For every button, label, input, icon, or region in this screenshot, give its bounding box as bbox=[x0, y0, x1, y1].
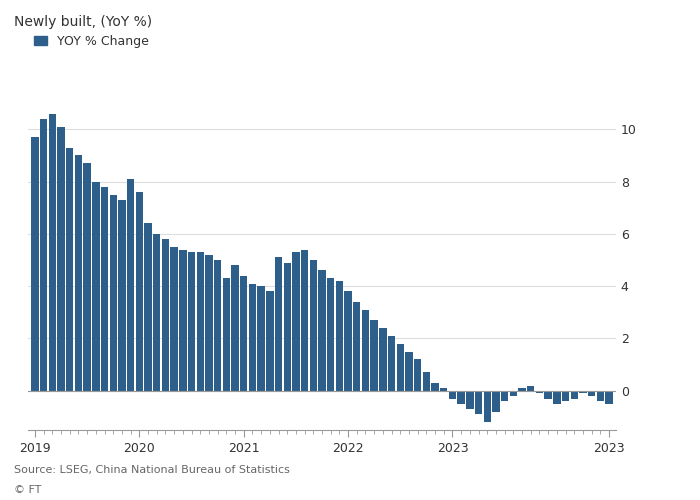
Bar bbox=[336, 281, 343, 391]
Bar bbox=[127, 179, 134, 391]
Bar bbox=[588, 391, 595, 396]
Bar bbox=[231, 265, 239, 391]
Bar bbox=[562, 391, 569, 401]
Bar bbox=[484, 391, 491, 422]
Bar bbox=[431, 383, 439, 391]
Bar bbox=[40, 119, 48, 391]
Bar bbox=[388, 336, 395, 391]
Bar bbox=[162, 239, 169, 391]
Bar bbox=[197, 252, 204, 391]
Bar bbox=[188, 252, 195, 391]
Bar bbox=[118, 200, 125, 391]
Bar bbox=[292, 252, 300, 391]
Bar bbox=[275, 258, 282, 391]
Bar bbox=[344, 292, 352, 391]
Bar bbox=[66, 148, 74, 391]
Bar bbox=[284, 262, 291, 391]
Bar bbox=[527, 386, 535, 391]
Bar bbox=[501, 391, 508, 401]
Bar bbox=[440, 388, 447, 391]
Bar bbox=[458, 391, 465, 404]
Bar bbox=[101, 187, 108, 391]
Bar bbox=[606, 391, 612, 404]
Bar bbox=[223, 278, 230, 391]
Bar bbox=[301, 250, 308, 391]
Bar bbox=[353, 302, 360, 391]
Bar bbox=[519, 388, 526, 391]
Bar bbox=[570, 391, 578, 398]
Text: Newly built, (YoY %): Newly built, (YoY %) bbox=[14, 15, 152, 29]
Bar bbox=[83, 163, 91, 391]
Bar bbox=[240, 276, 247, 391]
Bar bbox=[379, 328, 386, 391]
Bar bbox=[49, 114, 56, 391]
Bar bbox=[75, 156, 82, 391]
Bar bbox=[214, 260, 221, 391]
Bar bbox=[362, 310, 369, 391]
Bar bbox=[327, 278, 335, 391]
Bar bbox=[466, 391, 474, 409]
Bar bbox=[309, 260, 317, 391]
Bar bbox=[153, 234, 160, 391]
Bar bbox=[475, 391, 482, 414]
Bar bbox=[510, 391, 517, 396]
Bar bbox=[405, 352, 413, 391]
Bar bbox=[370, 320, 378, 391]
Bar bbox=[449, 391, 456, 398]
Bar bbox=[397, 344, 404, 391]
Bar bbox=[258, 286, 265, 391]
Bar bbox=[136, 192, 143, 391]
Bar bbox=[423, 372, 430, 391]
Bar bbox=[492, 391, 500, 411]
Bar bbox=[414, 360, 421, 391]
Bar bbox=[318, 270, 326, 391]
Bar bbox=[170, 247, 178, 391]
Bar bbox=[57, 126, 64, 391]
Bar bbox=[92, 182, 99, 391]
Legend: YOY % Change: YOY % Change bbox=[34, 35, 148, 48]
Text: Source: LSEG, China National Bureau of Statistics: Source: LSEG, China National Bureau of S… bbox=[14, 465, 290, 475]
Bar bbox=[596, 391, 604, 401]
Bar bbox=[553, 391, 561, 404]
Bar bbox=[580, 391, 587, 394]
Bar bbox=[545, 391, 552, 398]
Bar bbox=[536, 391, 543, 394]
Bar bbox=[144, 224, 152, 391]
Bar bbox=[32, 137, 38, 391]
Bar bbox=[266, 292, 274, 391]
Text: © FT: © FT bbox=[14, 485, 41, 495]
Bar bbox=[248, 284, 256, 391]
Bar bbox=[205, 255, 213, 391]
Bar bbox=[109, 194, 117, 391]
Bar bbox=[179, 250, 186, 391]
